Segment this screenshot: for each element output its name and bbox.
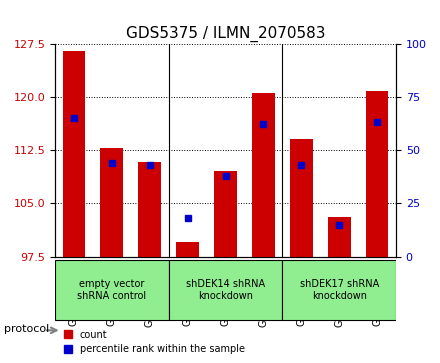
Bar [138,162,161,257]
Bar [366,91,389,257]
Bar [176,242,199,257]
Text: protocol: protocol [4,323,50,334]
Text: shDEK14 shRNA
knockdown: shDEK14 shRNA knockdown [186,279,265,301]
Title: GDS5375 / ILMN_2070583: GDS5375 / ILMN_2070583 [126,26,325,42]
FancyBboxPatch shape [169,260,282,320]
Bar [290,139,313,257]
FancyBboxPatch shape [55,260,169,320]
Bar [100,148,123,257]
Text: shDEK17 shRNA
knockdown: shDEK17 shRNA knockdown [300,279,379,301]
Bar [328,217,351,257]
Bar [214,171,237,257]
FancyBboxPatch shape [282,260,396,320]
Bar [252,93,275,257]
Text: empty vector
shRNA control: empty vector shRNA control [77,279,147,301]
Bar [62,51,85,257]
Legend: count, percentile rank within the sample: count, percentile rank within the sample [62,327,246,356]
